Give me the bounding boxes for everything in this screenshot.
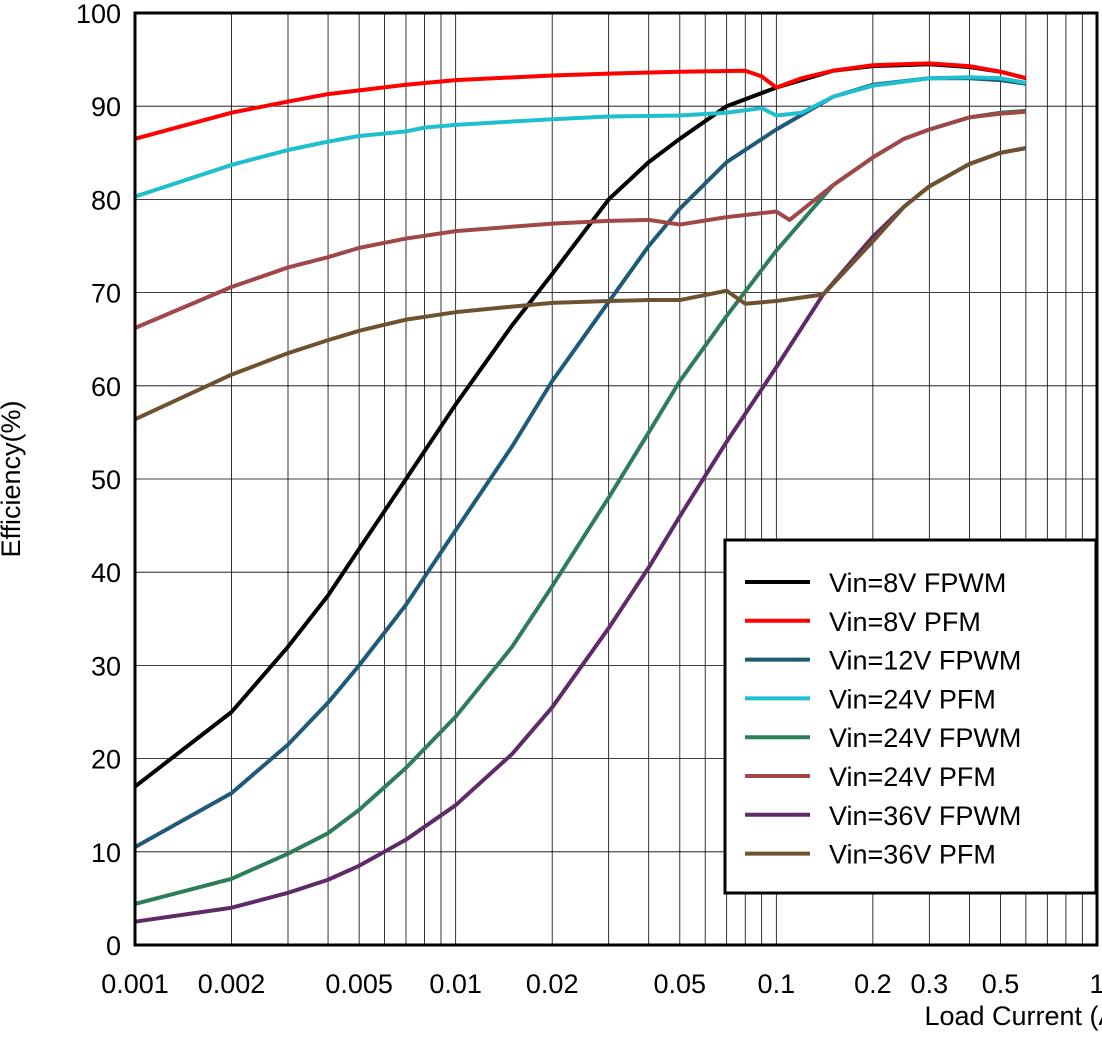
x-tick-label: 0.05 xyxy=(654,969,707,999)
x-tick-label: 0.01 xyxy=(429,969,482,999)
y-tick-label: 60 xyxy=(91,372,121,402)
x-tick-label: 0.2 xyxy=(854,969,892,999)
y-tick-label: 0 xyxy=(106,931,121,961)
x-tick-label: 0.5 xyxy=(982,969,1020,999)
plot-frame xyxy=(133,11,1099,947)
series-line xyxy=(134,61,1027,141)
y-tick-label: 20 xyxy=(91,745,121,775)
x-tick-label: 1 xyxy=(1089,969,1102,999)
x-tick-label: 0.3 xyxy=(911,969,949,999)
legend: Vin=8V FPWM Vin=8V PFM Vin=12V FPWM Vin=24V… xyxy=(723,538,1098,895)
x-tick-label: 0.1 xyxy=(758,969,796,999)
legend-box xyxy=(723,538,1098,895)
x-tick-label: 0.02 xyxy=(526,969,579,999)
y-axis-label: Efficiency(%) xyxy=(0,400,26,557)
x-tick-label: 0.005 xyxy=(325,969,393,999)
legend-label: Vin=36V FPWM xyxy=(829,801,1021,831)
y-tick-label: 30 xyxy=(91,651,121,681)
series-line xyxy=(134,146,1027,422)
legend-label: Vin=12V FPWM xyxy=(829,646,1021,676)
legend-label: Vin=24V PFM xyxy=(829,762,996,792)
x-axis-label: Load Current (A) xyxy=(924,1001,1102,1031)
y-tick-label: 50 xyxy=(91,465,121,495)
legend-label: Vin=8V PFM xyxy=(829,607,981,637)
series-line xyxy=(134,75,1027,199)
y-tick-label: 90 xyxy=(91,92,121,122)
legend-label: Vin=24V PFM xyxy=(829,684,996,714)
y-tick-label: 100 xyxy=(76,0,121,29)
y-tick-label: 70 xyxy=(91,279,121,309)
legend-label: Vin=36V PFM xyxy=(829,840,996,870)
y-tick-label: 10 xyxy=(91,838,121,868)
y-tick-label: 40 xyxy=(91,558,121,588)
x-tick-label: 0.002 xyxy=(198,969,266,999)
legend-label: Vin=8V FPWM xyxy=(829,568,1006,598)
x-tick-label: 0.001 xyxy=(101,969,169,999)
y-tick-label: 80 xyxy=(91,185,121,215)
legend-label: Vin=24V FPWM xyxy=(829,723,1021,753)
series-line xyxy=(134,109,1027,330)
